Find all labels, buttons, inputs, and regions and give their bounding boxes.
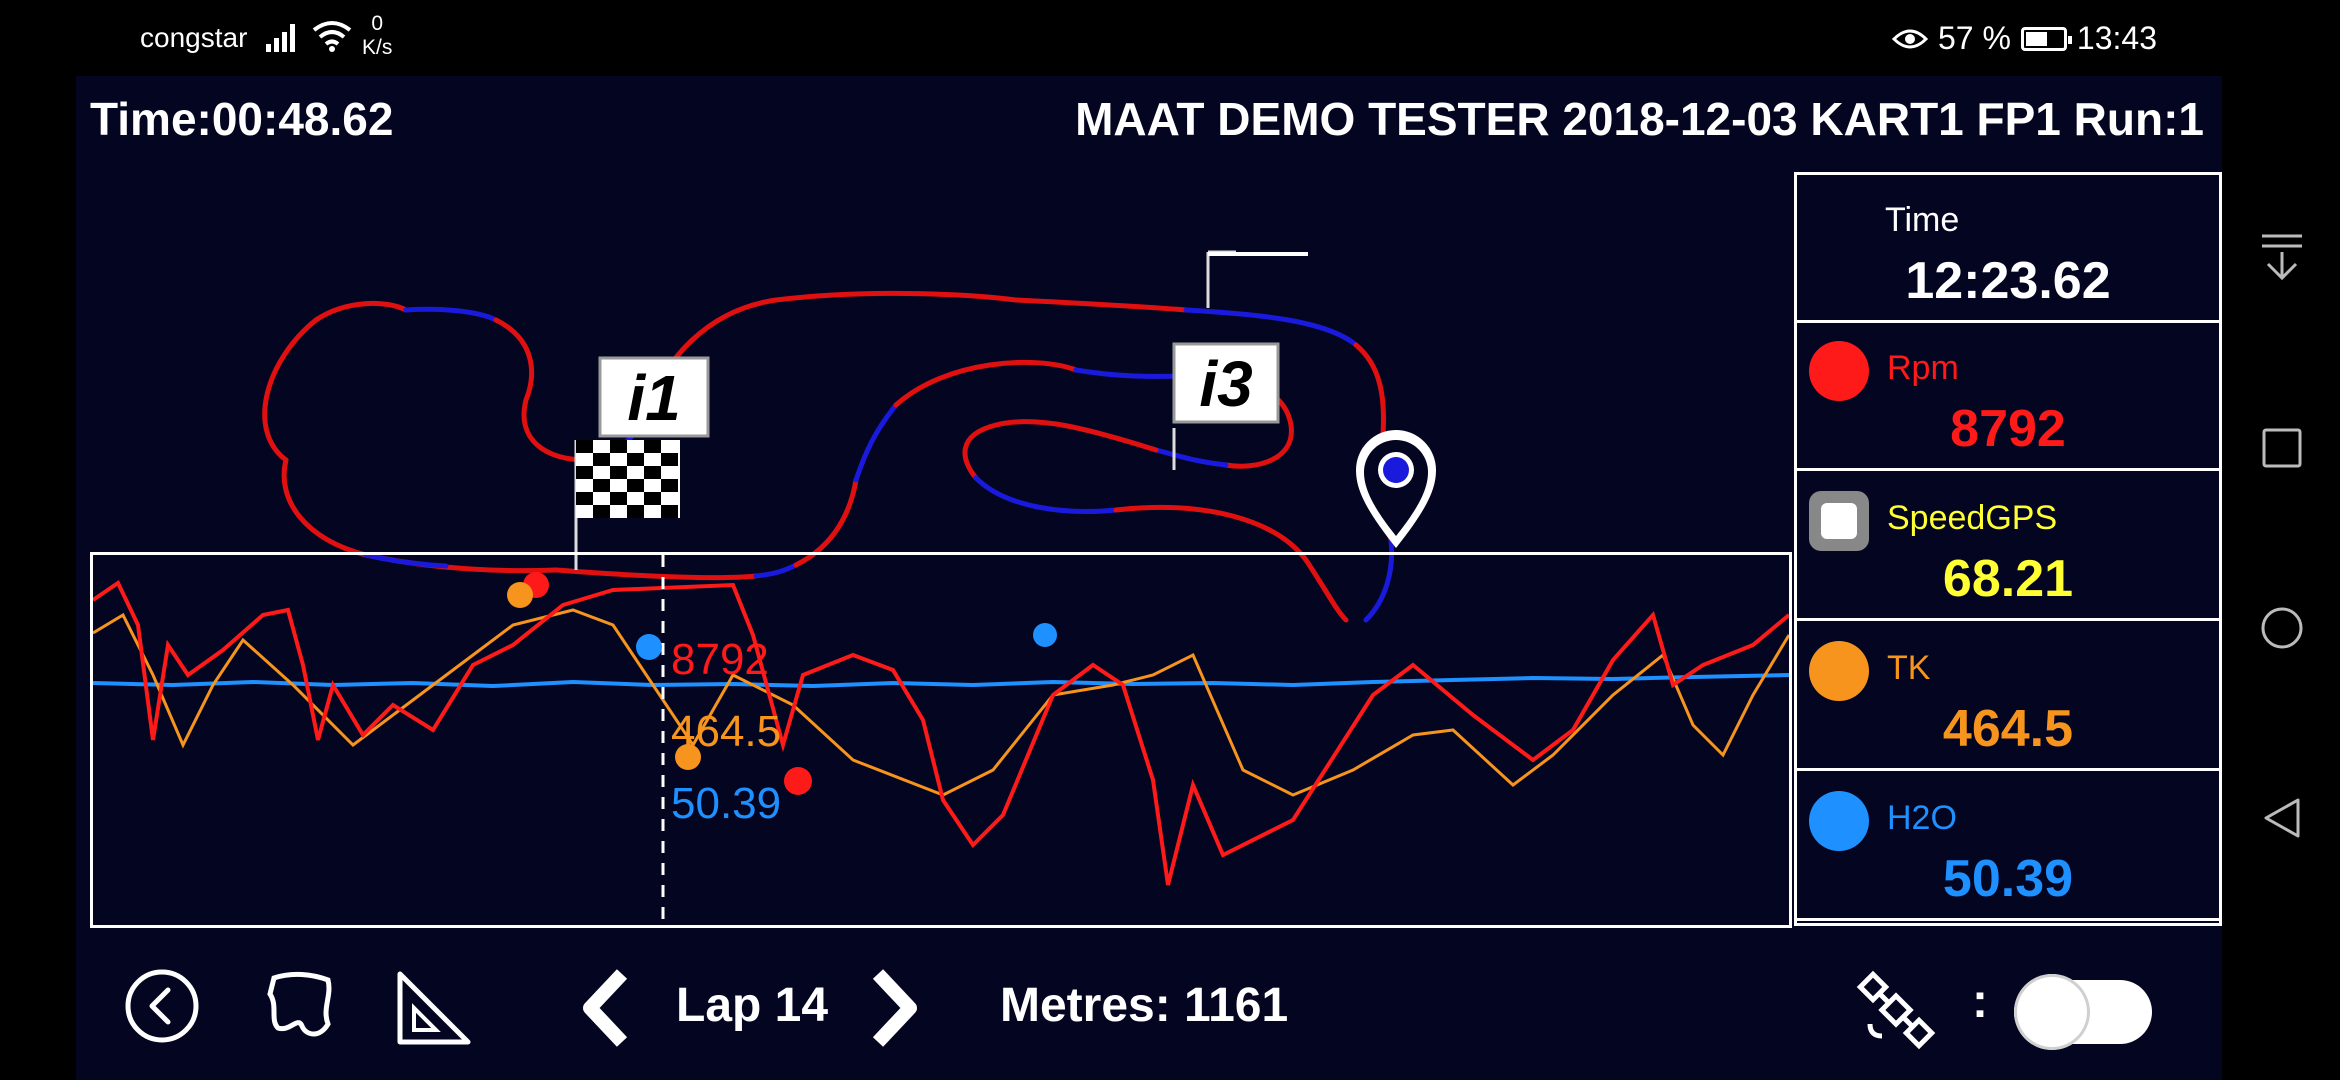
notification-pull-icon[interactable] (2260, 232, 2304, 282)
track-segment (363, 552, 449, 569)
previous-lap-chevron-icon[interactable] (578, 966, 634, 1050)
start-finish-flag-icon (574, 440, 680, 570)
channel-name: Rpm (1887, 349, 1959, 387)
track-segment (753, 562, 799, 579)
set-square-icon[interactable] (394, 968, 474, 1048)
channel-name: SpeedGPS (1887, 499, 2058, 537)
track-segment (493, 317, 589, 463)
recent-apps-icon[interactable] (2262, 428, 2302, 468)
track-segment (853, 402, 899, 483)
tk-low-marker (675, 744, 701, 770)
track-segment (262, 300, 409, 463)
android-nav-bar (2222, 76, 2340, 1080)
channel-name: TK (1887, 649, 1931, 687)
next-lap-chevron-icon[interactable] (866, 966, 922, 1050)
tk-readout: 464.5 (671, 707, 782, 756)
track-segment (973, 475, 1119, 514)
channel-tk[interactable]: TK 464.5 (1797, 623, 2219, 771)
rpm-series-line (93, 580, 1789, 886)
back-triangle-icon[interactable] (2262, 796, 2302, 840)
channel-value: 464.5 (1942, 700, 2074, 758)
tk-series-line (93, 608, 1789, 797)
track-segment (1363, 537, 1395, 623)
eye-icon (1891, 29, 1928, 48)
gps-separator: : (1972, 975, 1988, 1028)
track-outline-icon[interactable] (262, 968, 338, 1044)
channel-speedgps[interactable]: SpeedGPS 68.21 (1797, 473, 2219, 621)
back-circle-icon[interactable] (124, 968, 200, 1044)
session-title: MAAT DEMO TESTER 2018-12-03 KART1 FP1 Ru… (1075, 93, 2204, 145)
channel-name: H2O (1887, 799, 1957, 837)
network-speed: 0 K/s (362, 12, 392, 60)
channel-h2o[interactable]: H2O 50.39 (1797, 773, 2219, 921)
channel-value: 8792 (1950, 400, 2066, 458)
battery-percent: 57 % (1937, 20, 2011, 56)
gps-toggle-switch[interactable] (2014, 974, 2152, 1050)
h2o-right-marker (1033, 623, 1057, 647)
h2o-dot-icon (1809, 791, 1869, 851)
split-flag-i2-icon (1206, 250, 1308, 308)
channel-value: 12:23.62 (1905, 252, 2111, 310)
current-position-pin-icon (1356, 430, 1436, 548)
status-right: 57 % 13:43 (1891, 20, 2157, 57)
track-segment (1153, 447, 1229, 468)
track-map[interactable]: i1 i3 (76, 160, 1796, 630)
h2o-readout: 50.39 (671, 779, 782, 828)
app-area: Time:00:48.62 MAAT DEMO TESTER 2018-12-0… (76, 76, 2222, 1080)
track-segment (1013, 297, 1189, 313)
network-speed-unit: K/s (362, 36, 393, 59)
split-flag-i3-icon: i3 (1172, 342, 1280, 470)
channel-time: Time 12:23.62 (1797, 175, 2219, 323)
h2o-series-line (93, 673, 1789, 689)
telemetry-chart[interactable]: 8792 464.5 50.39 (90, 552, 1792, 928)
speed-square-inner (1821, 503, 1857, 539)
elapsed-time-label: Time:00:48.62 (90, 93, 394, 145)
signal-icon (266, 24, 295, 52)
track-segment (793, 477, 859, 568)
flag-i3-label: i3 (1199, 348, 1252, 420)
rpm-readout: 8792 (671, 635, 769, 684)
tk-peak-marker (507, 582, 533, 608)
track-segment (893, 359, 1079, 408)
channel-name: Time (1885, 201, 1960, 239)
h2o-cursor-marker (636, 634, 662, 660)
track-segment (1113, 505, 1349, 623)
battery-icon (2020, 26, 2072, 51)
track-segment (1183, 307, 1359, 348)
track-segment (403, 306, 499, 323)
channel-value: 50.39 (1942, 850, 2074, 908)
toggle-knob (2014, 974, 2090, 1050)
status-bar: congstar 0 K/s 57 % 13:43 (0, 0, 2340, 76)
clock: 13:43 (2076, 20, 2157, 56)
tk-dot-icon (1809, 641, 1869, 701)
carrier-name: congstar (140, 22, 248, 53)
metres-label: Metres: 1161 (1000, 979, 1289, 1032)
track-segment (553, 567, 759, 581)
flag-i1-label: i1 (627, 362, 680, 434)
rpm-dot-icon (1809, 341, 1869, 401)
rpm-low-marker (784, 767, 812, 795)
satellite-icon (1856, 970, 1936, 1050)
channel-rpm[interactable]: Rpm 8792 (1797, 323, 2219, 471)
wifi-icon (312, 21, 352, 52)
split-flag-i1-icon: i1 (598, 356, 710, 438)
channel-value: 68.21 (1942, 550, 2074, 608)
lap-label: Lap 14 (676, 979, 829, 1032)
channel-panel: Time 12:23.62 Rpm 8792 SpeedGPS 68.21 TK… (1794, 172, 2222, 926)
home-icon[interactable] (2260, 606, 2304, 650)
network-speed-value: 0 (371, 12, 384, 35)
track-segment (962, 419, 1159, 481)
